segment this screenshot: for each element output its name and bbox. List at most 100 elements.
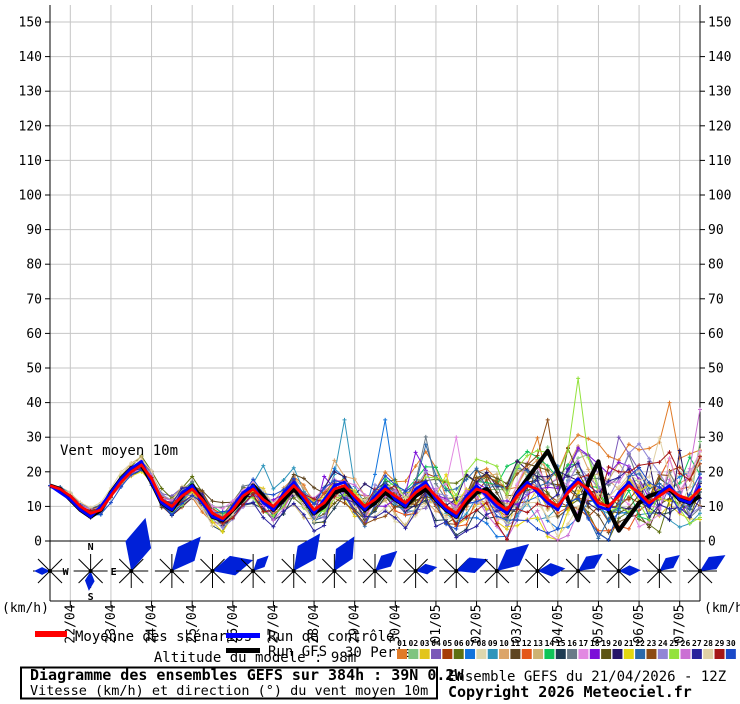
wind-direction-arrow bbox=[375, 550, 398, 571]
y-tick-label: 60 bbox=[708, 327, 724, 342]
y-tick-label: 0 bbox=[34, 535, 42, 550]
perturbation-swatch bbox=[725, 649, 736, 659]
copyright-text: Copyright 2026 Meteociel.fr bbox=[448, 683, 692, 700]
perturbation-number: 16 bbox=[567, 639, 577, 648]
perturbation-number: 30 bbox=[726, 639, 736, 648]
diagram-subtitle: Vitesse (km/h) et direction (°) du vent … bbox=[30, 683, 428, 699]
footer-title-box bbox=[20, 666, 438, 700]
y-tick-label: 80 bbox=[26, 258, 42, 273]
wind-rose bbox=[33, 554, 67, 588]
wind-direction-arrow bbox=[34, 567, 50, 575]
wind-rose bbox=[398, 554, 438, 588]
main-series-lines bbox=[49, 448, 702, 533]
y-tick-label: 30 bbox=[708, 431, 724, 446]
wind-rose bbox=[520, 554, 566, 588]
model-altitude-note: Altitude du modele : 98m bbox=[154, 650, 356, 666]
rose-center-dot bbox=[169, 569, 174, 573]
perturbation-number: 06 bbox=[454, 639, 464, 648]
y-tick-label: 20 bbox=[26, 465, 42, 480]
perturbation-number: 17 bbox=[579, 639, 589, 648]
rose-center-dot bbox=[494, 569, 499, 573]
wind-direction-arrow bbox=[125, 517, 152, 571]
rose-center-dot bbox=[129, 569, 134, 573]
perturbation-swatch bbox=[601, 649, 612, 659]
x-date-label: 25/04 bbox=[185, 604, 200, 643]
wind-rose bbox=[236, 554, 271, 588]
wind-rose: N S W E bbox=[63, 542, 117, 603]
wind-rose bbox=[601, 554, 641, 588]
perturbation-number: 20 bbox=[613, 639, 623, 648]
perturbation-swatch bbox=[419, 649, 430, 659]
x-date-label: 06/05 bbox=[632, 604, 647, 643]
x-date-label: 24/04 bbox=[145, 604, 160, 643]
x-date-label: 01/05 bbox=[429, 604, 444, 643]
wind-rose bbox=[439, 554, 489, 588]
perturbation-number: 15 bbox=[556, 639, 566, 648]
mean-line bbox=[49, 463, 701, 520]
perturbation-number: 29 bbox=[715, 639, 725, 648]
chart-annotation: Vent moyen 10m bbox=[60, 443, 178, 459]
perturbation-swatch bbox=[510, 649, 521, 659]
y-tick-label: 90 bbox=[708, 223, 724, 238]
perturbation-number: 01 bbox=[397, 639, 407, 648]
perturbation-swatch bbox=[453, 649, 464, 659]
rose-center-dot bbox=[88, 569, 93, 573]
x-date-label: 03/05 bbox=[510, 604, 525, 643]
perturbation-number: 08 bbox=[477, 639, 487, 648]
y-tick-label: 10 bbox=[708, 500, 724, 515]
wind-rose bbox=[276, 533, 321, 588]
rose-center-dot bbox=[657, 569, 662, 573]
compass-label: W bbox=[63, 567, 70, 578]
x-date-label: 05/05 bbox=[591, 604, 606, 643]
y-tick-label: 120 bbox=[708, 119, 731, 134]
mean-line-label: Moyenne des scénarios bbox=[75, 629, 252, 645]
perturbation-swatch bbox=[397, 649, 407, 659]
y-tick-label: 50 bbox=[708, 362, 724, 377]
perturbation-number: 03 bbox=[420, 639, 430, 648]
x-date-label: 23/04 bbox=[104, 604, 119, 643]
x-date-label: 07/05 bbox=[673, 604, 688, 643]
wind-direction-arrow bbox=[212, 555, 254, 576]
wind-direction-arrow bbox=[293, 533, 321, 571]
perturbation-number: 12 bbox=[522, 639, 532, 648]
compass-label: N bbox=[88, 542, 94, 553]
perturbation-swatch bbox=[465, 649, 476, 659]
wind-rose bbox=[642, 554, 680, 588]
wind-direction-arrow bbox=[171, 536, 201, 571]
y-tick-label: 90 bbox=[26, 223, 42, 238]
gfs-run-label: Run GFS bbox=[268, 644, 327, 660]
perturbation-swatch bbox=[487, 649, 498, 659]
rose-center-dot bbox=[576, 569, 581, 573]
perturbation-number: 25 bbox=[669, 639, 679, 648]
y-tick-label: 110 bbox=[708, 154, 731, 169]
x-axis-date-labels: 22/04 23/04 24/04 25/04 26/04 27/04 28/04 29/04… bbox=[63, 604, 687, 643]
control-run-line bbox=[49, 459, 702, 522]
perturbation-number: 04 bbox=[431, 639, 441, 648]
perturbation-swatch bbox=[589, 649, 600, 659]
wind-rose bbox=[561, 553, 603, 588]
mean-line-swatch bbox=[35, 631, 67, 637]
wind-direction-arrow bbox=[334, 536, 355, 571]
perturbation-swatch bbox=[499, 649, 510, 659]
y-tick-label: 40 bbox=[26, 396, 42, 411]
perturbation-number: 19 bbox=[601, 639, 611, 648]
perturbation-swatch bbox=[442, 649, 453, 659]
y-tick-label: 40 bbox=[708, 396, 724, 411]
perturbation-swatch bbox=[612, 649, 623, 659]
perturbation-number: 11 bbox=[511, 639, 521, 648]
y-tick-label: 50 bbox=[26, 362, 42, 377]
rose-center-dot bbox=[210, 569, 215, 573]
wind-direction-arrow bbox=[496, 544, 530, 571]
wind-direction-arrow bbox=[253, 555, 269, 571]
axes bbox=[45, 5, 705, 606]
wind-rose bbox=[358, 550, 398, 588]
wind-direction-arrow bbox=[659, 554, 680, 571]
y-tick-label: 70 bbox=[708, 292, 724, 307]
perturbation-swatch bbox=[521, 649, 532, 659]
y-tick-label: 150 bbox=[708, 16, 731, 31]
wind-direction-arrow bbox=[456, 557, 489, 573]
rose-center-dot bbox=[454, 569, 459, 573]
rose-center-dot bbox=[698, 569, 702, 573]
perturbation-color-key: 01 02 03 04 05 06 07 08 09 10 11 12 13 14 15 16 17 18 19 20… bbox=[397, 639, 736, 659]
